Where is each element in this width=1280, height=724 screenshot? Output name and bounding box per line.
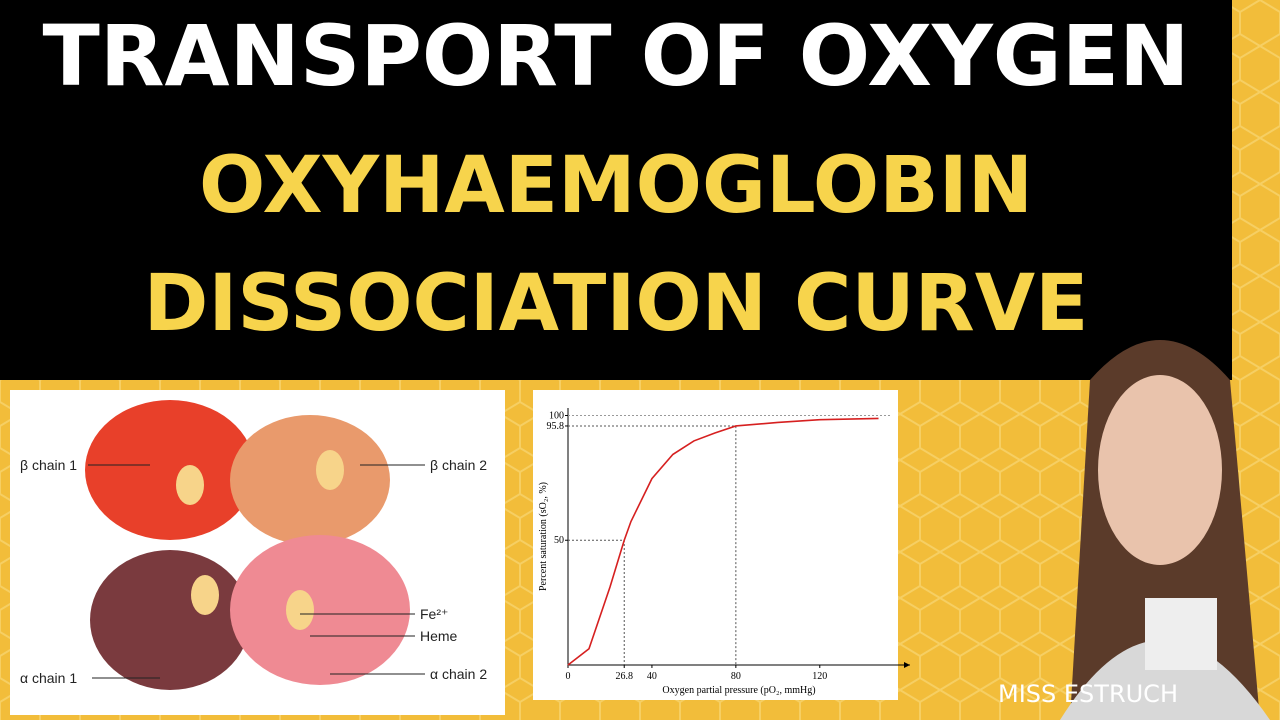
label: β chain 1 — [20, 457, 77, 473]
label: Fe²⁺ — [420, 606, 448, 622]
y-tick-label: 100 — [549, 410, 564, 421]
presenter-photo — [1060, 340, 1270, 720]
label: α chain 1 — [20, 670, 77, 686]
x-axis-label: Oxygen partial pressure (pO₂, mmHg) — [662, 685, 815, 696]
x-tick-label: 120 — [812, 671, 827, 682]
subtitle: DISSOCIATION CURVE — [144, 259, 1089, 349]
author: MISS ESTRUCH — [998, 680, 1178, 708]
title-box — [0, 0, 1232, 380]
x-tick-label: 40 — [647, 671, 657, 682]
label: Heme — [420, 628, 458, 644]
curve — [567, 417, 879, 666]
subtitle: OXYHAEMOGLOBIN — [199, 141, 1033, 231]
x-tick-label: 80 — [731, 671, 741, 682]
x-tick-label: 0 — [566, 671, 571, 682]
title: TRANSPORT OF OXYGEN — [43, 7, 1190, 105]
label: β chain 2 — [430, 457, 487, 473]
y-tick-label: 95.8 — [547, 421, 565, 432]
chart-panel — [533, 390, 898, 700]
y-axis-label: Percent saturation (sO₂, %) — [538, 482, 549, 591]
x-tick-label: 26.8 — [615, 671, 633, 682]
hemoglobin-figure: β chain 1 β chain 2 Fe²⁺ Heme α chain 1 … — [10, 390, 505, 715]
y-tick-label: 50 — [554, 535, 564, 546]
label: α chain 2 — [430, 666, 487, 682]
axis-arrow — [904, 662, 910, 668]
